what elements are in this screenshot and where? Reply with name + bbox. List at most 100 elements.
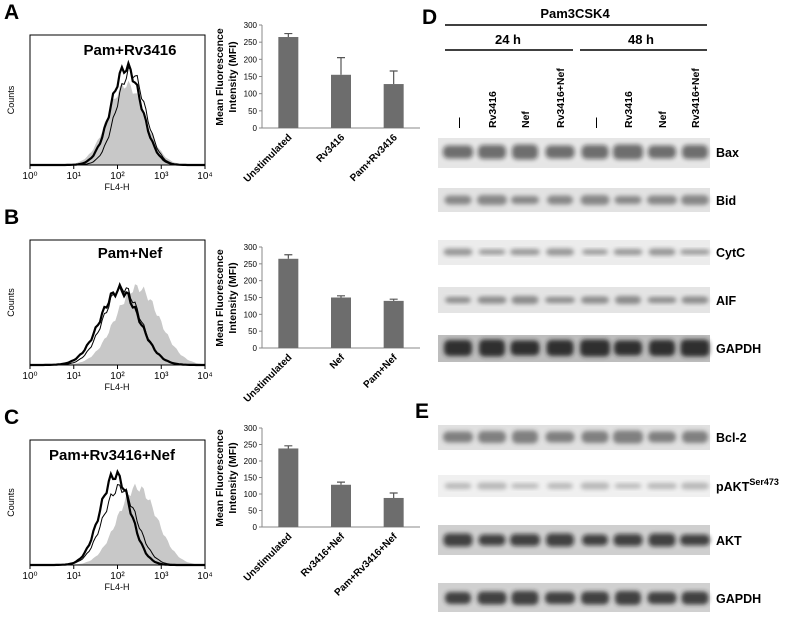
y-tick-label: 50 bbox=[248, 507, 257, 516]
band-quantification: 0.6 bbox=[686, 0, 703, 3]
band-quantification: 0.2 bbox=[686, 0, 703, 3]
band-quantification: 1.5 bbox=[619, 0, 636, 3]
band-quantification: 1.2 bbox=[483, 0, 500, 3]
histogram-ylabel: Counts bbox=[6, 85, 16, 114]
band-quantification: 1.0 bbox=[449, 0, 466, 3]
histogram-fill bbox=[30, 284, 205, 365]
y-tick-label: 150 bbox=[244, 73, 258, 82]
blot-band bbox=[546, 533, 574, 547]
blot-row-name: Bid bbox=[716, 194, 736, 208]
error-bar bbox=[284, 32, 293, 38]
blot-band bbox=[581, 431, 609, 443]
blot-band bbox=[545, 145, 575, 159]
blot-band bbox=[681, 591, 709, 605]
blot-band bbox=[681, 296, 709, 304]
panel-label: D bbox=[422, 6, 437, 29]
blot-band bbox=[680, 249, 710, 255]
blot-row-name: pAKT bbox=[716, 480, 750, 494]
y-tick-label: 50 bbox=[248, 107, 257, 116]
lane-label: Rv3416 bbox=[623, 91, 635, 128]
x-tick-label: 10⁰ bbox=[22, 571, 37, 582]
band-quantification: 1.9 bbox=[516, 0, 533, 3]
blot-band bbox=[582, 249, 608, 255]
panel-label: B bbox=[4, 206, 19, 229]
blot-row-label: AIF bbox=[716, 294, 737, 308]
band-quantification: 2.2 bbox=[551, 0, 568, 3]
band-quantification: 0.6 bbox=[653, 0, 670, 3]
blot-band bbox=[477, 482, 507, 490]
blot-row-label: pAKTSer473 bbox=[716, 477, 779, 494]
y-tick-label: 100 bbox=[244, 310, 258, 319]
blot-row-label: GAPDH bbox=[716, 342, 761, 356]
band-quantification: 0.6 bbox=[516, 0, 533, 3]
bar bbox=[278, 258, 299, 348]
blot-band bbox=[546, 340, 574, 356]
blot-band bbox=[614, 340, 642, 356]
error-bar bbox=[389, 298, 398, 301]
error-bar bbox=[284, 254, 293, 259]
error-bar bbox=[337, 295, 345, 298]
band-quantification: 1.3 bbox=[586, 0, 603, 3]
blot-band bbox=[545, 431, 575, 443]
band-quantification: 1.4 bbox=[516, 0, 533, 3]
band-quantification: 0.1 bbox=[686, 0, 703, 3]
y-tick-label: 100 bbox=[244, 90, 258, 99]
blot-row-label: Bax bbox=[716, 146, 739, 160]
blot-band bbox=[680, 534, 710, 546]
y-tick-label: 150 bbox=[244, 294, 258, 303]
blot-band bbox=[478, 249, 506, 255]
y-tick-label: 250 bbox=[244, 260, 258, 269]
bar bbox=[331, 74, 351, 128]
band-quantification: 1.0 bbox=[586, 0, 603, 3]
band-quantification: 1.4 bbox=[551, 0, 568, 3]
x-tick-label: Unstimulated bbox=[242, 352, 295, 405]
blot-band bbox=[546, 248, 574, 256]
blot-band bbox=[580, 195, 610, 205]
blot-band bbox=[682, 431, 708, 443]
x-tick-label: 10⁰ bbox=[22, 371, 37, 382]
blot-band bbox=[444, 195, 472, 205]
band-quantification: 1.3 bbox=[653, 0, 670, 3]
band-quantification: 1.0 bbox=[586, 0, 603, 3]
bar bbox=[331, 484, 351, 527]
band-quantification: 1.0 bbox=[586, 0, 603, 3]
blot-band bbox=[444, 483, 472, 489]
x-tick-label: 10³ bbox=[154, 171, 169, 182]
x-tick-label: Pam+Rv3416 bbox=[348, 132, 400, 184]
x-tick-label: Rv3416 bbox=[315, 132, 348, 165]
band-quantification: 0.8 bbox=[483, 0, 500, 3]
y-axis-label: Mean Fluorescence Intensity (MFI) bbox=[214, 248, 239, 347]
blot-band bbox=[648, 533, 676, 547]
blot-band bbox=[614, 483, 642, 489]
blot-band bbox=[511, 296, 539, 304]
band-quantification: 0.8 bbox=[516, 0, 533, 3]
blot-band bbox=[510, 340, 540, 356]
y-tick-label: 250 bbox=[244, 38, 258, 47]
error-bar bbox=[337, 481, 345, 485]
x-tick-label: 10³ bbox=[154, 371, 169, 382]
histogram-title: Pam+Rv3416+Nef bbox=[49, 447, 176, 464]
bar bbox=[383, 84, 404, 128]
blot-band bbox=[681, 482, 709, 490]
error-bar bbox=[337, 57, 345, 75]
x-tick-label: 10⁴ bbox=[197, 371, 212, 382]
y-tick-label: 300 bbox=[244, 243, 258, 252]
histogram-fill bbox=[30, 483, 205, 565]
blot-band bbox=[615, 591, 641, 605]
x-tick-label: 10⁴ bbox=[197, 171, 212, 182]
blot-band bbox=[545, 297, 575, 303]
band-quantification: 1.0 bbox=[449, 0, 466, 3]
x-tick-label: Unstimulated bbox=[242, 132, 295, 185]
blot-band bbox=[510, 534, 540, 546]
y-tick-label: 200 bbox=[244, 55, 258, 64]
blot-band bbox=[477, 195, 507, 205]
blot-band bbox=[445, 592, 471, 604]
blot-band bbox=[511, 196, 539, 204]
blot-band bbox=[443, 431, 473, 443]
x-tick-label: 10¹ bbox=[67, 171, 82, 182]
blot-row-label: GAPDH bbox=[716, 592, 761, 606]
blot-band bbox=[649, 340, 675, 356]
blot-band bbox=[613, 430, 643, 444]
bar bbox=[278, 448, 299, 527]
